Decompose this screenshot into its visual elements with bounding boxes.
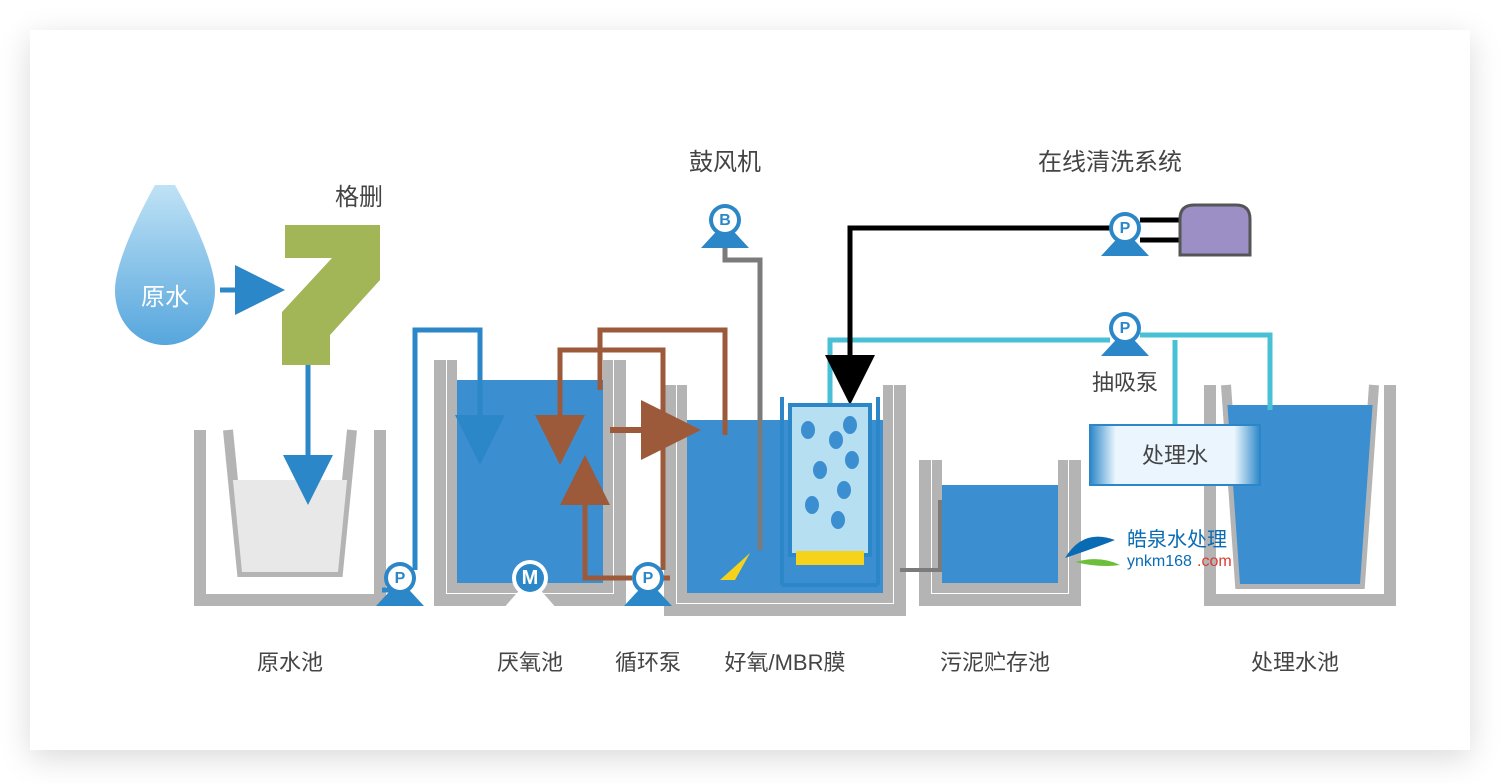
mbr-bubble <box>845 451 859 469</box>
pipe-mbr-to-suction <box>830 340 1110 410</box>
mbr-bubble <box>843 416 857 434</box>
tank3-label: 循环泵 <box>615 650 681 675</box>
cleaning-label: 在线清洗系统 <box>1038 149 1182 176</box>
mbr-bubble <box>829 431 843 449</box>
blower-letter: B <box>719 212 731 229</box>
mbr-bubble <box>837 481 851 499</box>
tank5-label: 污泥贮存池 <box>940 650 1050 675</box>
pump-raw-letter: P <box>395 570 406 587</box>
diffuser-bar <box>796 551 864 565</box>
raw-water-tank-water <box>233 480 347 572</box>
pipe-clean-to-mbr <box>850 228 1110 400</box>
mbr-bubble <box>801 421 815 439</box>
suction-pump-label: 抽吸泵 <box>1092 370 1158 395</box>
treated-water-label: 处理水 <box>1142 443 1208 468</box>
flow-diagram: 原水处理水 P M P B P P 格删 鼓风机 在线清洗系统抽吸泵原水池 厌氧池 循环泵 好氧/MBR… <box>30 30 1470 750</box>
water-drop-icon <box>115 185 215 345</box>
grid-label: 格删 <box>335 184 383 211</box>
tank2-label: 厌氧池 <box>497 650 563 675</box>
mbr-bubble <box>805 496 819 514</box>
raw-water-label: 原水 <box>141 284 189 311</box>
logo-text-com: .com <box>1197 553 1232 570</box>
tank4-label: 好氧/MBR膜 <box>724 650 845 675</box>
mbr-bubble <box>813 461 827 479</box>
pump-cleaning-letter: P <box>1120 220 1131 237</box>
grid-screen-shape <box>282 225 380 365</box>
logo-text-top: 皓泉水处理 <box>1127 528 1227 551</box>
cleaning-device-icon <box>1180 205 1250 255</box>
logo-text-bottom: ynkm168 <box>1127 553 1192 570</box>
tank6-label: 处理水池 <box>1251 650 1339 675</box>
logo-leaf <box>1075 559 1120 566</box>
sludge-tank-water <box>942 485 1058 583</box>
pump-suction-letter: P <box>1120 320 1131 337</box>
mixer-anaerobic-letter: M <box>522 567 539 589</box>
pump-circulation-letter: P <box>643 570 654 587</box>
mbr-bubble <box>831 511 845 529</box>
tank1-label: 原水池 <box>257 650 323 675</box>
diagram-card: 原水处理水 P M P B P P 格删 鼓风机 在线清洗系统抽吸泵原水池 厌氧池 循环泵 好氧/MBR… <box>30 30 1470 750</box>
blower-label: 鼓风机 <box>689 149 761 176</box>
